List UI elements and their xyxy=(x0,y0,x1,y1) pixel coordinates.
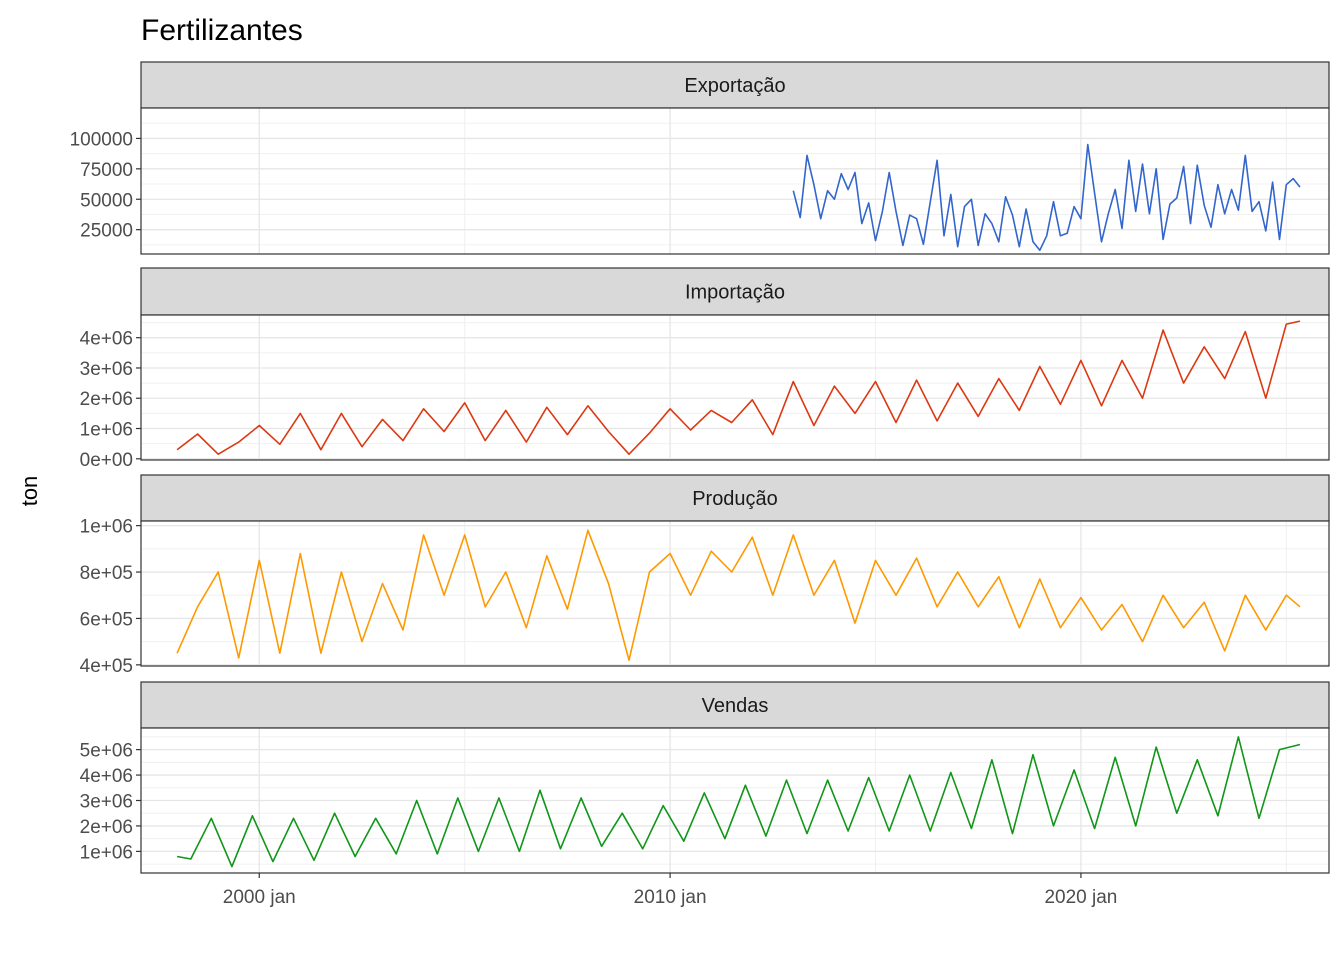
y-tick-label: 2e+06 xyxy=(80,389,133,410)
y-tick-label: 3e+06 xyxy=(80,359,133,380)
x-tick-label: 2010 jan xyxy=(634,887,707,908)
strip-label-exportacao: Exportação xyxy=(684,75,785,97)
y-tick-label: 2e+06 xyxy=(80,817,133,838)
panel-producao: Produção 4e+05 6e+05 8e+05 1e+06 xyxy=(80,474,1330,677)
y-tick-label: 5e+06 xyxy=(80,741,133,762)
y-tick-label: 8e+05 xyxy=(80,563,133,584)
plot-background-importacao xyxy=(141,315,1329,460)
y-tick-label: 100000 xyxy=(70,129,133,150)
y-tick-label: 50000 xyxy=(80,190,133,211)
panel-border-vendas xyxy=(140,727,1330,874)
strip-importacao xyxy=(140,267,1330,316)
strip-label-importacao: Importação xyxy=(685,282,785,304)
y-tick-label: 25000 xyxy=(80,221,133,242)
panels-group: Exportação 25000 50000 75000 100000 Importaçã… xyxy=(70,61,1330,874)
y-tick-label: 3e+06 xyxy=(80,792,133,813)
chart-title: Fertilizantes xyxy=(141,14,303,47)
series-line-exportacao xyxy=(792,143,1301,252)
y-tick-label: 75000 xyxy=(80,160,133,181)
y-tick-label: 4e+06 xyxy=(80,766,133,787)
series-line-producao xyxy=(176,529,1301,662)
y-tick-label: 4e+05 xyxy=(80,656,133,677)
panel-border-importacao xyxy=(140,314,1330,461)
plot-background-exportacao xyxy=(141,108,1329,254)
series-line-importacao xyxy=(176,320,1301,456)
x-axis: 2000 jan 2010 jan 2020 jan xyxy=(223,873,1117,908)
y-tick-label: 1e+06 xyxy=(80,517,133,538)
y-tick-label: 4e+06 xyxy=(80,329,133,350)
y-tick-label: 6e+05 xyxy=(80,609,133,630)
panel-border-exportacao xyxy=(140,107,1330,255)
strip-label-vendas: Vendas xyxy=(702,695,769,717)
y-axis-title: ton xyxy=(17,476,42,507)
panel-border-producao xyxy=(140,520,1330,667)
panel-exportacao: Exportação 25000 50000 75000 100000 xyxy=(70,61,1330,255)
x-tick-label: 2000 jan xyxy=(223,887,296,908)
y-tick-label: 0e+00 xyxy=(80,450,133,471)
strip-producao xyxy=(140,474,1330,522)
y-tick-label: 1e+06 xyxy=(80,420,133,441)
x-tick-label: 2020 jan xyxy=(1044,887,1117,908)
strip-label-producao: Produção xyxy=(692,488,778,510)
panel-importacao: Importação 0e+00 1e+06 2e+06 3e+06 4e+06 xyxy=(80,267,1330,471)
strip-exportacao xyxy=(140,61,1330,109)
series-line-vendas xyxy=(176,736,1301,868)
y-tick-label: 1e+06 xyxy=(80,842,133,863)
panel-vendas: Vendas 1e+06 2e+06 3e+06 4e+06 5e+06 xyxy=(80,681,1330,874)
